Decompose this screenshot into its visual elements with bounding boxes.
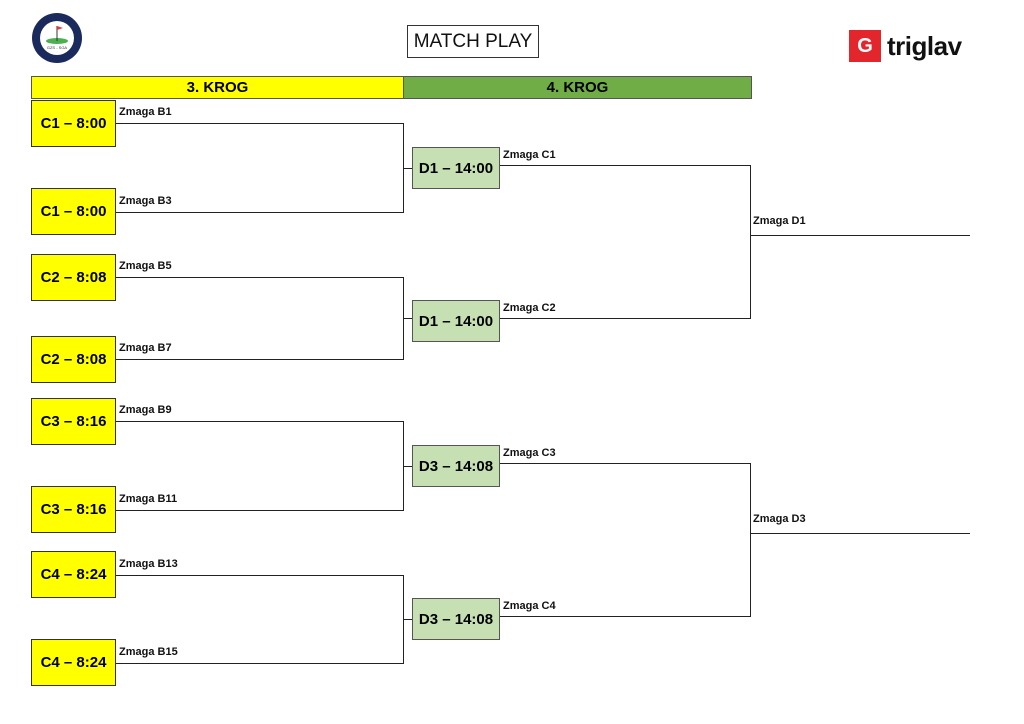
- bracket-line: [750, 235, 970, 236]
- round3-match-box: C4 – 8:24: [31, 551, 116, 598]
- round-header-4-krog: 4. KROG: [403, 76, 752, 99]
- triglav-logo: G triglav: [849, 30, 962, 62]
- golf-association-logo: GZS - SGA: [31, 12, 83, 64]
- bracket-line: [500, 165, 750, 166]
- round-header-3-krog: 3. KROG: [31, 76, 404, 99]
- round3-winner-label: Zmaga B7: [119, 342, 172, 354]
- round4-match-box: D3 – 14:08: [412, 445, 500, 487]
- round3-winner-label: Zmaga B15: [119, 646, 178, 658]
- bracket-line: [403, 619, 412, 620]
- final-winner-label: Zmaga D3: [753, 513, 806, 525]
- bracket-line: [500, 463, 750, 464]
- bracket-line: [116, 359, 403, 360]
- round3-match-box: C2 – 8:08: [31, 254, 116, 301]
- bracket-line: [750, 533, 970, 534]
- round3-match-box: C1 – 8:00: [31, 100, 116, 147]
- bracket-line: [116, 123, 403, 124]
- bracket-line: [116, 212, 403, 213]
- bracket-line: [116, 575, 403, 576]
- round3-winner-label: Zmaga B3: [119, 195, 172, 207]
- bracket-line: [750, 463, 751, 617]
- round3-match-box: C3 – 8:16: [31, 398, 116, 445]
- page-title: MATCH PLAY: [407, 25, 539, 58]
- round3-winner-label: Zmaga B5: [119, 260, 172, 272]
- round4-match-box: D3 – 14:08: [412, 598, 500, 640]
- final-winner-label: Zmaga D1: [753, 215, 806, 227]
- round4-winner-label: Zmaga C1: [503, 149, 556, 161]
- round4-winner-label: Zmaga C3: [503, 447, 556, 459]
- bracket-line: [116, 510, 403, 511]
- bracket-line: [403, 168, 412, 169]
- bracket-line: [403, 466, 412, 467]
- round4-winner-label: Zmaga C2: [503, 302, 556, 314]
- round4-match-box: D1 – 14:00: [412, 147, 500, 189]
- round4-match-box: D1 – 14:00: [412, 300, 500, 342]
- bracket-line: [403, 318, 412, 319]
- round3-winner-label: Zmaga B1: [119, 106, 172, 118]
- bracket-line: [500, 318, 750, 319]
- round4-winner-label: Zmaga C4: [503, 600, 556, 612]
- bracket-line: [750, 165, 751, 319]
- bracket-line: [500, 616, 750, 617]
- bracket-line: [116, 421, 403, 422]
- bracket-line: [116, 277, 403, 278]
- round3-winner-label: Zmaga B9: [119, 404, 172, 416]
- round3-winner-label: Zmaga B11: [119, 493, 178, 505]
- triglav-shield-icon: G: [849, 30, 881, 62]
- triglav-wordmark: triglav: [887, 30, 962, 61]
- bracket-line: [116, 663, 403, 664]
- round3-match-box: C4 – 8:24: [31, 639, 116, 686]
- round3-match-box: C2 – 8:08: [31, 336, 116, 383]
- round3-match-box: C3 – 8:16: [31, 486, 116, 533]
- round3-winner-label: Zmaga B13: [119, 558, 178, 570]
- round3-match-box: C1 – 8:00: [31, 188, 116, 235]
- svg-text:GZS - SGA: GZS - SGA: [47, 45, 68, 50]
